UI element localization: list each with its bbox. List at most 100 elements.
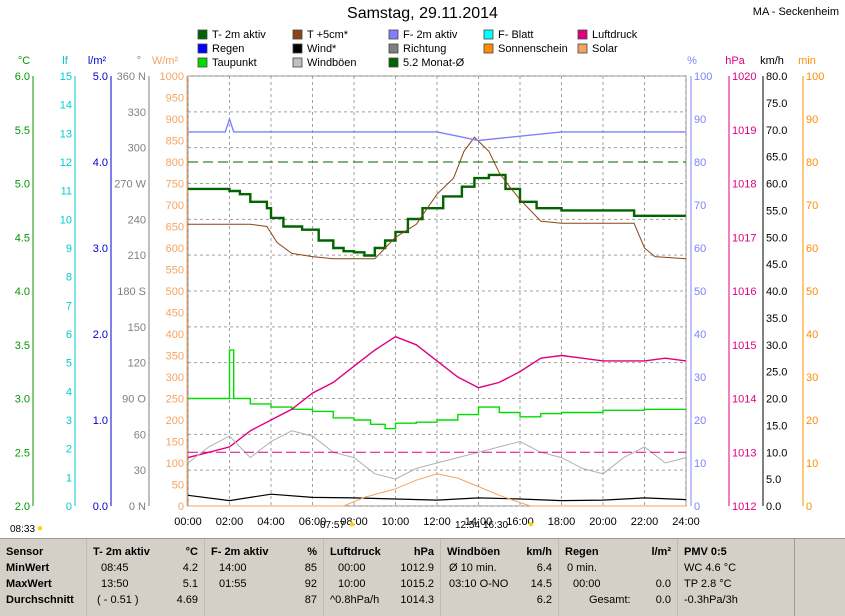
stats-temp-header: T- 2m aktiv: [93, 546, 150, 558]
leaf-tick-label: 4: [66, 386, 72, 398]
hum-tick-label: 30: [694, 372, 706, 384]
x-tick-label: 16:00: [506, 516, 534, 528]
wind-tick-label: 45.0: [766, 259, 787, 271]
stats-press-header: Luftdruck: [330, 546, 381, 558]
solar-tick-label: 150: [166, 437, 184, 449]
legend-swatch: [197, 29, 208, 40]
x-tick-label: 20:00: [589, 516, 617, 528]
legend-swatch: [292, 43, 303, 54]
legend-swatch: [292, 57, 303, 68]
x-tick-label: 02:00: [216, 516, 244, 528]
wind-tick-label: 0.0: [766, 501, 781, 513]
chart-title: Samstag, 29.11.2014: [347, 5, 498, 22]
temp-tick-label: 2.0: [15, 501, 30, 513]
min-axis-unit: min: [798, 55, 816, 67]
press-tick-label: 1018: [732, 179, 756, 191]
legend-swatch: [197, 57, 208, 68]
stats-hum: F- 2m aktiv % 14:00 85 01:55 92 87: [205, 539, 324, 616]
solar-tick-label: 850: [166, 136, 184, 148]
stats-rain-header: Regen: [565, 546, 599, 558]
leaf-axis-unit: lf: [62, 55, 68, 67]
stats-rain-total-label: Gesamt:: [589, 594, 631, 606]
temp-tick-label: 3.0: [15, 394, 30, 406]
x-tick-label: 08:00: [340, 516, 368, 528]
rain-axis-unit: l/m²: [88, 55, 107, 67]
stats-wind-avg-label: Ø 10 min.: [449, 562, 497, 574]
wind-tick-label: 15.0: [766, 420, 787, 432]
leaf-tick-label: 8: [66, 272, 72, 284]
stats-hum-avg: 87: [304, 594, 317, 606]
stats-hum-unit: %: [307, 546, 317, 558]
x-tick-label: 04:00: [257, 516, 285, 528]
stats-hum-header: F- 2m aktiv: [211, 546, 269, 558]
dir-tick-label: 30: [134, 465, 146, 477]
legend-label: F- 2m aktiv: [403, 29, 458, 41]
wind-tick-label: 65.0: [766, 152, 787, 164]
legend-label: Sonnenschein: [498, 43, 568, 55]
stats-sensor: Sensor MinWert MaxWert Durchschnitt: [0, 539, 87, 616]
stats-hum-max: 92: [304, 578, 317, 590]
stats-wind-mean: 6.2: [536, 594, 552, 606]
temp-tick-label: 6.0: [15, 71, 30, 83]
leaf-tick-label: 15: [60, 71, 72, 83]
stats-wind-max: 14.5: [530, 578, 552, 590]
legend-swatch: [388, 43, 399, 54]
stats-wind: Windböen km/h Ø 10 min. 6.4 03:10 O-NO 1…: [441, 539, 559, 616]
stats-hum-max-time: 01:55: [219, 578, 247, 590]
dir-axis-unit: °: [137, 55, 141, 67]
series-line-t-2m-aktiv: [188, 173, 686, 257]
wind-tick-label: 20.0: [766, 394, 787, 406]
stats-temp-trend: ( - 0.51 ): [97, 594, 139, 606]
hum-tick-label: 20: [694, 415, 706, 427]
wind-tick-label: 30.0: [766, 340, 787, 352]
legend-label: Taupunkt: [212, 57, 257, 69]
wind-tick-label: 25.0: [766, 367, 787, 379]
hum-tick-label: 70: [694, 200, 706, 212]
x-tick-label: 22:00: [631, 516, 659, 528]
hum-tick-label: 40: [694, 329, 706, 341]
solar-tick-label: 650: [166, 222, 184, 234]
stats-rain-total: 0.0: [655, 594, 671, 606]
series-line-taupunkt: [188, 349, 686, 430]
rain-tick-label: 2.0: [93, 329, 108, 341]
stats-pmv-wc: WC 4.6 °C: [684, 562, 737, 574]
dir-tick-label: 60: [134, 429, 146, 441]
solar-axis-unit: W/m²: [152, 55, 179, 67]
temp-tick-label: 2.5: [15, 447, 30, 459]
stats-temp-max-time: 13:50: [101, 578, 129, 590]
wind-tick-label: 75.0: [766, 98, 787, 110]
hum-tick-label: 0: [694, 501, 700, 513]
stats-press-unit: hPa: [413, 546, 434, 558]
dir-tick-label: 300: [128, 143, 146, 155]
press-tick-label: 1019: [732, 125, 756, 137]
station-name: MA - Seckenheim: [752, 6, 839, 18]
stats-hum-min-time: 14:00: [219, 562, 247, 574]
legend-label: Solar: [592, 43, 618, 55]
min-tick-label: 0: [806, 501, 812, 513]
press-tick-label: 1015: [732, 340, 756, 352]
sun-icon: ●: [37, 523, 44, 534]
legend-label: Luftdruck: [592, 29, 638, 41]
legend-label: Wind*: [307, 43, 337, 55]
leaf-tick-label: 5: [66, 358, 72, 370]
legend-label: Windböen: [307, 57, 357, 69]
x-tick-label: 10:00: [382, 516, 410, 528]
press-tick-label: 1020: [732, 71, 756, 83]
dir-tick-label: 330: [128, 107, 146, 119]
temp-tick-label: 4.5: [15, 232, 30, 244]
temp-tick-label: 5.0: [15, 179, 30, 191]
legend-swatch: [197, 43, 208, 54]
legend-swatch: [577, 29, 588, 40]
x-tick-label: 00:00: [174, 516, 202, 528]
stats-press-max-time: 10:00: [338, 578, 366, 590]
series-line-f-2m-aktiv: [188, 116, 686, 142]
stats-rain-unit: l/m²: [651, 546, 671, 558]
sunrise-time: 07:57: [320, 520, 346, 531]
rain-tick-label: 5.0: [93, 71, 108, 83]
solar-tick-label: 700: [166, 200, 184, 212]
min-tick-label: 60: [806, 243, 818, 255]
min-tick-label: 40: [806, 329, 818, 341]
solar-tick-label: 1000: [160, 71, 184, 83]
dir-tick-label: 210: [128, 250, 146, 262]
stats-row-avg: Durchschnitt: [6, 594, 74, 606]
